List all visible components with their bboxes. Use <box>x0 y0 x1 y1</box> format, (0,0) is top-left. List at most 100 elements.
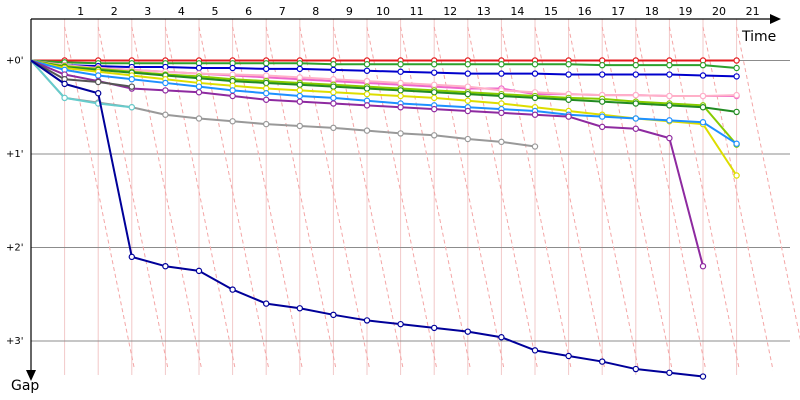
data-point <box>397 130 404 137</box>
data-point <box>263 65 270 73</box>
data-point <box>330 311 337 319</box>
data-point <box>397 320 404 328</box>
data-point <box>296 74 303 81</box>
data-point <box>599 113 606 120</box>
data-point <box>263 60 270 67</box>
data-point <box>296 81 303 89</box>
data-point <box>733 140 740 147</box>
pit-connector <box>400 26 472 371</box>
data-point <box>599 71 606 78</box>
x-axis-arrow <box>770 14 781 24</box>
data-point <box>397 79 404 87</box>
y-tick-label: +1' <box>6 149 24 160</box>
data-point <box>363 61 371 68</box>
data-point <box>666 102 673 109</box>
x-tick-label: 9 <box>346 5 353 18</box>
data-point <box>464 97 471 104</box>
series-line <box>30 59 737 113</box>
data-point <box>296 60 303 67</box>
data-point <box>263 300 270 307</box>
data-point <box>565 113 572 120</box>
data-point <box>330 75 337 83</box>
data-point <box>431 105 438 113</box>
series <box>30 59 740 116</box>
data-point <box>464 135 471 143</box>
data-point <box>565 96 572 103</box>
data-point <box>464 90 471 98</box>
data-point <box>128 83 135 90</box>
data-point <box>431 89 438 96</box>
data-point <box>464 61 471 68</box>
data-point <box>699 92 707 100</box>
data-point <box>296 87 303 94</box>
data-point <box>632 100 640 107</box>
data-point <box>632 91 640 99</box>
series-line <box>30 59 737 78</box>
data-point <box>363 317 371 324</box>
data-point <box>296 98 303 105</box>
data-point <box>699 263 707 270</box>
x-tick-label: 10 <box>376 5 390 18</box>
pit-connector <box>467 26 539 371</box>
data-point <box>330 94 337 102</box>
data-point <box>666 134 673 142</box>
data-point <box>599 123 606 131</box>
data-point <box>431 81 438 89</box>
data-point <box>363 85 371 92</box>
data-point <box>431 94 438 102</box>
data-point <box>632 115 640 122</box>
data-point <box>733 108 740 116</box>
data-point <box>397 104 404 111</box>
data-point <box>599 358 606 365</box>
x-tick-label: 4 <box>178 5 185 18</box>
series <box>30 59 740 100</box>
series <box>30 59 135 90</box>
data-point <box>195 267 203 275</box>
series-line <box>30 59 737 69</box>
data-point <box>263 79 270 87</box>
data-point <box>733 73 740 80</box>
x-tick-labels: 1 2 3 4 5 6 7 8 9 10 11 12 13 14 15 16 17 18 19 20 21 <box>77 5 759 18</box>
x-tick-label: 12 <box>443 5 457 18</box>
data-point <box>330 100 337 107</box>
data-point <box>498 61 505 68</box>
data-point <box>363 67 371 74</box>
data-point <box>296 122 303 130</box>
data-point <box>61 94 68 102</box>
data-point <box>632 71 640 78</box>
pit-connector <box>500 26 572 371</box>
data-point <box>531 61 539 68</box>
data-point <box>699 104 707 111</box>
data-point <box>531 111 539 118</box>
series-line <box>30 59 738 145</box>
data-point <box>363 127 371 134</box>
pit-connector <box>702 26 774 371</box>
data-point <box>195 83 203 90</box>
data-point <box>229 286 236 293</box>
data-point <box>531 70 539 77</box>
data-point <box>296 92 303 100</box>
data-point <box>397 61 404 68</box>
x-axis-title: Time <box>741 29 776 45</box>
data-point <box>263 96 270 103</box>
pit-connector <box>635 26 707 371</box>
data-point <box>195 115 203 122</box>
data-point <box>229 118 236 125</box>
y-axis-arrow <box>26 370 36 381</box>
data-point <box>531 143 539 150</box>
data-point <box>565 61 572 68</box>
data-point <box>464 328 471 335</box>
x-tick-label: 6 <box>245 5 252 18</box>
data-point <box>699 119 707 126</box>
data-point <box>330 89 337 96</box>
data-point <box>162 87 169 94</box>
data-point <box>464 107 471 115</box>
data-point <box>128 253 135 261</box>
data-point <box>632 61 640 69</box>
data-point <box>632 125 640 132</box>
x-tick-label: 14 <box>510 5 524 18</box>
data-point <box>666 61 673 69</box>
y-tick-label: +3' <box>6 336 24 347</box>
